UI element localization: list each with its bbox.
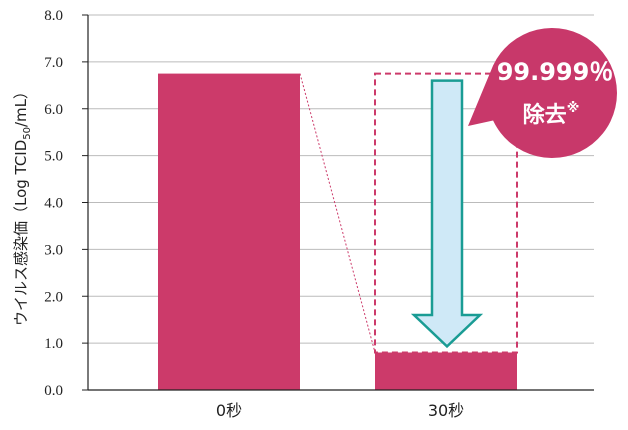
callout-note-mark: ※: [567, 101, 580, 116]
y-tick-label: 5.0: [44, 149, 63, 165]
callout-percent: 99.999％: [497, 58, 614, 86]
down-arrow-icon: [410, 79, 484, 349]
y-axis-label-prefix: ウイルス感染価（Log TCID: [12, 140, 30, 326]
y-tick-label: 4.0: [44, 196, 63, 212]
x-tick-label: 0秒: [216, 401, 242, 420]
reduction-callout: 99.999％ 除去※: [468, 28, 617, 159]
x-tick-label: 30秒: [428, 401, 464, 420]
callout-removal: 除去※: [523, 101, 580, 128]
category-labels: 0秒 30秒: [216, 401, 464, 420]
y-tick-labels: 0.0 1.0 2.0 3.0 4.0 5.0 6.0 7.0 8.0: [44, 8, 63, 399]
y-axis-label: ウイルス感染価（Log TCID50/mL）: [12, 84, 33, 326]
y-axis-label-suffix: /mL）: [12, 84, 30, 127]
bar: [375, 352, 517, 390]
callout-removal-text: 除去: [523, 102, 567, 128]
y-tick-label: 0.0: [44, 383, 63, 399]
y-axis-label-sub: 50: [22, 127, 33, 140]
y-tick-label: 8.0: [44, 8, 63, 24]
callout-bubble: [468, 28, 617, 159]
y-tick-label: 1.0: [44, 336, 63, 352]
y-tick-label: 6.0: [44, 102, 63, 118]
y-tick-label: 7.0: [44, 55, 63, 71]
bar: [158, 73, 300, 390]
y-tick-label: 3.0: [44, 242, 63, 258]
reduction-box: [374, 72, 518, 354]
y-tick-label: 2.0: [44, 289, 63, 305]
reduction-connector: [299, 73, 376, 353]
bars: [158, 73, 517, 390]
reduction-overlay: [299, 72, 518, 354]
